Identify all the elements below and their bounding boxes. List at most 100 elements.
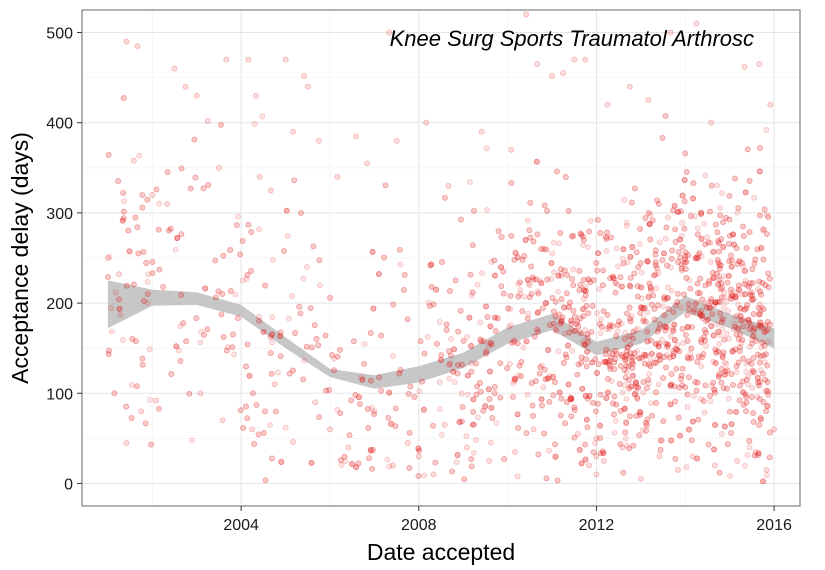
- data-point: [669, 247, 676, 254]
- data-point: [144, 291, 151, 297]
- data-point: [567, 396, 574, 403]
- data-point: [134, 43, 141, 50]
- data-point: [140, 248, 147, 255]
- data-point: [750, 311, 757, 317]
- data-point: [237, 407, 244, 414]
- data-point: [511, 377, 518, 384]
- data-point: [688, 345, 695, 352]
- data-point: [466, 314, 473, 321]
- data-point: [663, 324, 670, 331]
- data-point: [235, 213, 241, 220]
- data-point: [468, 456, 475, 463]
- data-point: [673, 346, 680, 353]
- data-point: [337, 410, 344, 417]
- data-point: [448, 336, 454, 343]
- data-point: [530, 238, 537, 245]
- data-point: [468, 343, 475, 349]
- data-point: [682, 249, 689, 256]
- data-point: [334, 353, 341, 360]
- data-point: [716, 262, 723, 269]
- data-point: [659, 134, 666, 141]
- data-point: [732, 313, 739, 320]
- data-point: [706, 277, 713, 284]
- data-point: [681, 177, 688, 184]
- data-point: [646, 221, 653, 228]
- data-point: [712, 299, 719, 306]
- data-point: [468, 343, 475, 349]
- data-point: [645, 376, 652, 383]
- data-point: [186, 390, 193, 397]
- data-point: [580, 312, 587, 319]
- data-point: [685, 252, 692, 259]
- data-point: [713, 270, 720, 277]
- data-point: [664, 352, 670, 359]
- data-point: [761, 206, 768, 213]
- data-point: [744, 452, 751, 459]
- data-point: [404, 316, 411, 323]
- data-point: [735, 336, 742, 342]
- data-point: [702, 382, 709, 389]
- data-point: [549, 294, 556, 301]
- data-point: [716, 340, 723, 347]
- data-point: [606, 357, 613, 364]
- data-point: [577, 281, 584, 288]
- data-point: [668, 437, 675, 444]
- data-point: [715, 329, 722, 336]
- data-point: [629, 358, 635, 365]
- data-point: [510, 380, 517, 387]
- data-point: [634, 283, 641, 290]
- data-point: [472, 360, 479, 367]
- data-point: [735, 301, 742, 308]
- data-point: [670, 348, 676, 355]
- data-point: [497, 394, 504, 401]
- data-point: [515, 293, 522, 300]
- data-point: [707, 392, 714, 399]
- data-point: [754, 246, 761, 253]
- data-point: [710, 332, 717, 339]
- data-point: [763, 327, 770, 334]
- data-point: [724, 279, 731, 286]
- x-axis: 2004 2008 2012 2016: [223, 506, 792, 534]
- data-point: [451, 346, 457, 353]
- data-point: [613, 401, 620, 408]
- data-point: [533, 276, 540, 283]
- data-point: [115, 178, 122, 185]
- data-point: [550, 239, 557, 246]
- data-point: [694, 455, 700, 462]
- data-point: [597, 434, 604, 441]
- data-point: [578, 460, 585, 467]
- data-point: [646, 371, 653, 378]
- data-point: [164, 169, 171, 176]
- data-point: [740, 323, 747, 330]
- data-point: [594, 267, 601, 274]
- data-point: [634, 293, 641, 300]
- data-point: [735, 286, 742, 293]
- data-point: [649, 217, 656, 224]
- data-point: [694, 231, 701, 238]
- data-point: [683, 168, 690, 175]
- data-point: [449, 468, 456, 475]
- data-point: [603, 235, 610, 242]
- data-point: [411, 393, 418, 400]
- data-point: [746, 283, 752, 290]
- data-point: [762, 282, 769, 288]
- data-point: [594, 267, 601, 274]
- data-point: [749, 336, 756, 343]
- x-tick-label: 2016: [756, 517, 792, 534]
- data-point: [641, 351, 647, 358]
- data-point: [492, 328, 499, 335]
- data-point: [219, 417, 226, 424]
- data-point: [594, 370, 600, 376]
- data-point: [682, 253, 689, 260]
- data-point: [262, 408, 268, 415]
- data-point: [595, 250, 602, 257]
- data-point: [482, 402, 489, 409]
- data-point: [454, 452, 461, 458]
- data-point: [606, 357, 613, 364]
- data-point: [736, 258, 743, 265]
- data-point: [550, 374, 556, 380]
- data-point: [663, 340, 670, 347]
- data-point: [679, 243, 686, 250]
- data-point: [587, 279, 594, 286]
- data-point: [595, 250, 602, 257]
